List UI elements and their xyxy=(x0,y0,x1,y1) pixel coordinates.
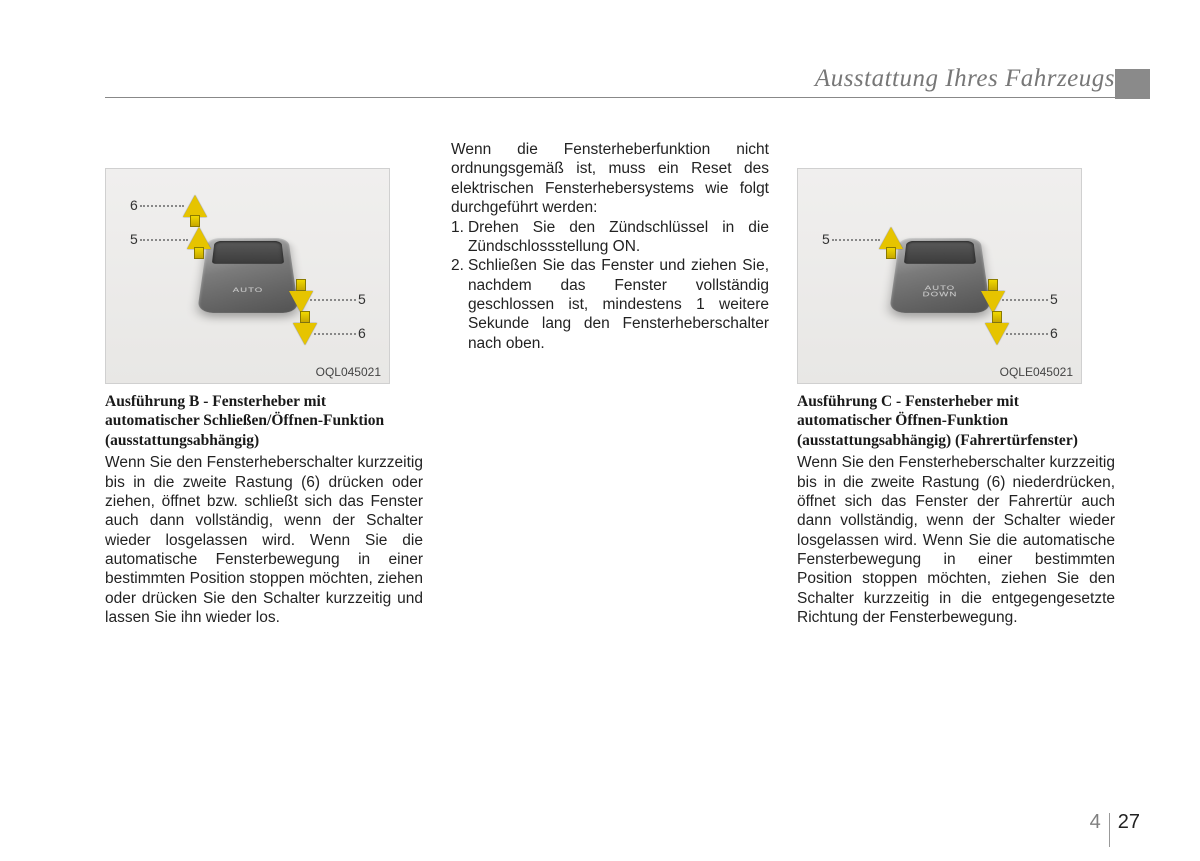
list-text: Schließen Sie das Fenster und ziehen Sie… xyxy=(468,256,769,353)
leader-line xyxy=(314,333,356,335)
leader-line xyxy=(1002,299,1048,301)
switch-label: AUTO xyxy=(199,287,295,293)
window-switch-icon: AUTO xyxy=(196,238,298,313)
leader-line xyxy=(140,205,184,207)
intro-text: Wenn die Fensterheberfunktion nicht ordn… xyxy=(451,140,769,218)
column-middle: Wenn die Fensterheberfunktion nicht ordn… xyxy=(451,140,769,628)
figure-id: OQLE045021 xyxy=(1000,365,1073,379)
list-item: 1. Drehen Sie den Zündschlüssel in die Z… xyxy=(451,218,769,257)
caption-b: Ausführung B - Fensterheber mit automati… xyxy=(105,392,423,450)
leader-line xyxy=(310,299,356,301)
list-text: Drehen Sie den Zündschlüssel in die Zünd… xyxy=(468,218,769,257)
leader-line xyxy=(832,239,880,241)
figure-id: OQL045021 xyxy=(316,365,381,379)
figure-c: AUTO DOWN 5 5 6 OQLE045021 xyxy=(797,168,1082,384)
content-columns: AUTO 6 5 5 6 OQL045021 Ausführung B - Fe… xyxy=(105,140,1115,628)
body-text-b: Wenn Sie den Fensterheberschalter kurzze… xyxy=(105,453,423,627)
list-marker: 2. xyxy=(451,256,464,353)
leader-line xyxy=(140,239,188,241)
callout-number: 5 xyxy=(130,231,138,247)
column-left: AUTO 6 5 5 6 OQL045021 Ausführung B - Fe… xyxy=(105,140,423,628)
body-text-c: Wenn Sie den Fensterheberschalter kurzze… xyxy=(797,453,1115,627)
callout-number: 5 xyxy=(358,291,366,307)
page-number: 4 27 xyxy=(1090,805,1140,839)
window-switch-icon: AUTO DOWN xyxy=(888,238,990,313)
callout-number: 6 xyxy=(358,325,366,341)
switch-label: AUTO DOWN xyxy=(891,285,989,298)
page-separator xyxy=(1109,813,1110,847)
header-accent-bar xyxy=(1115,69,1150,99)
figure-b: AUTO 6 5 5 6 OQL045021 xyxy=(105,168,390,384)
list-marker: 1. xyxy=(451,218,464,257)
list-item: 2. Schließen Sie das Fenster und ziehen … xyxy=(451,256,769,353)
header-title: Ausstattung Ihres Fahrzeugs xyxy=(815,65,1115,93)
callout-number: 5 xyxy=(822,231,830,247)
callout-number: 6 xyxy=(130,197,138,213)
column-right: AUTO DOWN 5 5 6 OQLE045021 Ausführung C … xyxy=(797,140,1115,628)
caption-c: Ausführung C - Fensterheber mit automati… xyxy=(797,392,1115,450)
callout-number: 5 xyxy=(1050,291,1058,307)
page-header: Ausstattung Ihres Fahrzeugs xyxy=(105,60,1115,98)
leader-line xyxy=(1006,333,1048,335)
callout-number: 6 xyxy=(1050,325,1058,341)
chapter-number: 4 xyxy=(1090,811,1101,834)
reset-steps-list: 1. Drehen Sie den Zündschlüssel in die Z… xyxy=(451,218,769,354)
page-index: 27 xyxy=(1118,811,1140,834)
